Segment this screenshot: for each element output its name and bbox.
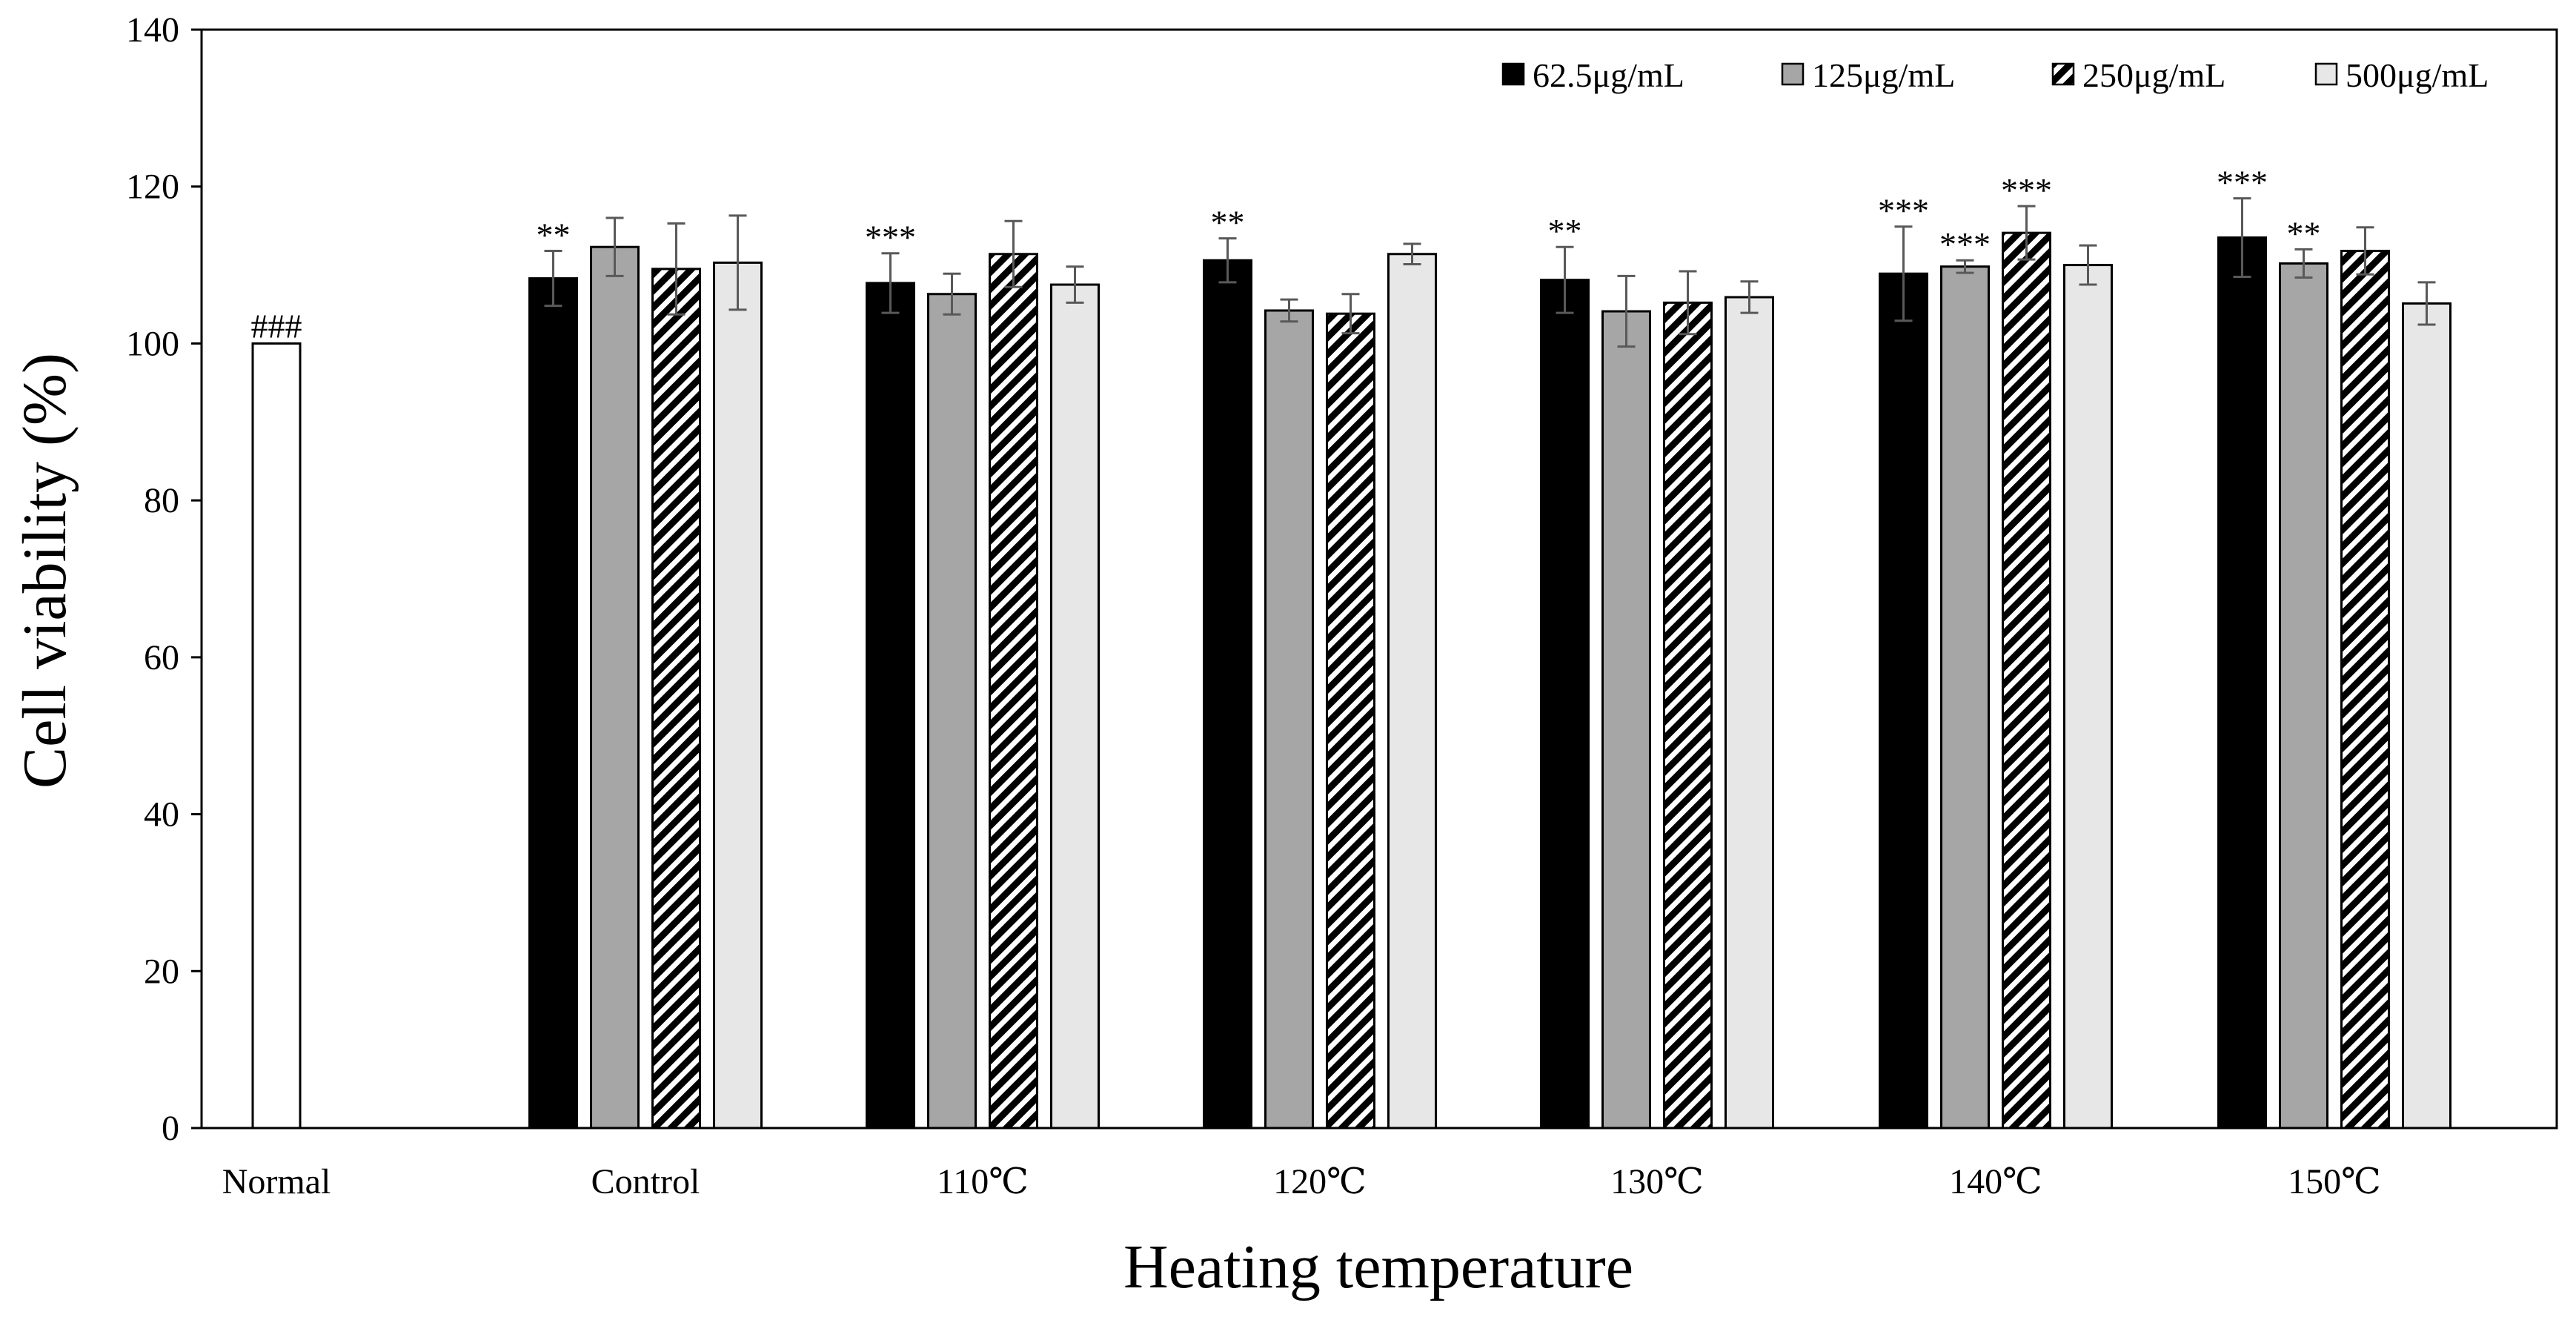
- legend-label: 500μg/mL: [2346, 56, 2489, 94]
- y-axis-label: Cell viability (%): [10, 353, 79, 789]
- bar-3: [2340, 250, 2390, 1130]
- bar-3: [989, 253, 1038, 1130]
- bar-1: [866, 282, 915, 1130]
- significance-label: ***: [1878, 192, 1929, 230]
- bar-normal: [251, 342, 302, 1130]
- x-tick-label: Normal: [222, 1162, 331, 1201]
- bar-4: [713, 261, 763, 1130]
- bar-2: [590, 245, 640, 1130]
- significance-label: **: [1548, 212, 1582, 250]
- bar-2: [2279, 262, 2328, 1130]
- legend-swatch: [2314, 62, 2338, 86]
- bar-4: [2402, 302, 2451, 1130]
- y-tick-label: 40: [144, 795, 179, 835]
- x-tick-label: 130℃: [1610, 1162, 1704, 1201]
- x-axis-label: Heating temperature: [1123, 1233, 1633, 1301]
- legend-swatch: [1781, 62, 1805, 86]
- x-tick-label: 150℃: [2288, 1162, 2381, 1201]
- bar-1: [1203, 259, 1252, 1130]
- bar-4: [1724, 296, 1774, 1130]
- legend-label: 125μg/mL: [1812, 56, 1955, 94]
- bar-1: [1540, 279, 1590, 1130]
- significance-label: ***: [2217, 164, 2268, 202]
- bar-1: [2217, 236, 2267, 1130]
- significance-label: ***: [2001, 171, 2052, 209]
- bar-3: [651, 268, 701, 1130]
- bar-4: [2063, 264, 2113, 1130]
- plot-frame: [200, 28, 2558, 1130]
- x-tick-label: 110℃: [937, 1162, 1029, 1201]
- y-tick-label: 60: [144, 638, 179, 677]
- legend: 62.5μg/mL 125μg/mL 250μg/mL 500μg/mL: [1501, 56, 2489, 94]
- significance-label: **: [537, 216, 571, 254]
- x-tick-label: 120℃: [1273, 1162, 1367, 1201]
- significance-label: ***: [1939, 225, 1991, 263]
- bar-4: [1387, 253, 1437, 1130]
- bar-1: [528, 277, 578, 1130]
- y-tick-label: 120: [126, 168, 179, 207]
- legend-label: 250μg/mL: [2082, 56, 2225, 94]
- x-axis: Normal Control 110℃ 120℃ 130℃ 140℃ 150℃: [222, 1162, 2381, 1201]
- bar-2: [1940, 265, 1990, 1130]
- y-tick-label: 100: [126, 324, 179, 363]
- bar-2: [927, 293, 977, 1130]
- bar-2: [1601, 310, 1651, 1130]
- significance-label: **: [2287, 214, 2321, 252]
- legend-label: 62.5μg/mL: [1533, 56, 1684, 94]
- significance-label: ###: [251, 307, 302, 345]
- y-tick-label: 80: [144, 481, 179, 520]
- x-tick-label: Control: [591, 1162, 700, 1201]
- bar-3: [1663, 301, 1713, 1130]
- bar-3: [2002, 231, 2051, 1130]
- significance-label: **: [1211, 204, 1245, 242]
- bar-2: [1264, 309, 1314, 1130]
- bar-3: [1326, 312, 1375, 1130]
- legend-swatch: [1501, 62, 1525, 86]
- legend-swatch: [2051, 62, 2075, 86]
- y-tick-label: 0: [162, 1109, 179, 1148]
- y-axis: 0 20 40 60 80 100 120 140: [126, 10, 202, 1148]
- bar-1: [1879, 272, 1928, 1130]
- plot-area: ###** *** ** *********** *****: [200, 28, 2558, 1130]
- x-tick-label: 140℃: [1949, 1162, 2042, 1201]
- significance-label: ***: [865, 219, 916, 256]
- y-tick-label: 140: [126, 10, 179, 50]
- y-tick-label: 20: [144, 952, 179, 991]
- bar-4: [1050, 283, 1100, 1130]
